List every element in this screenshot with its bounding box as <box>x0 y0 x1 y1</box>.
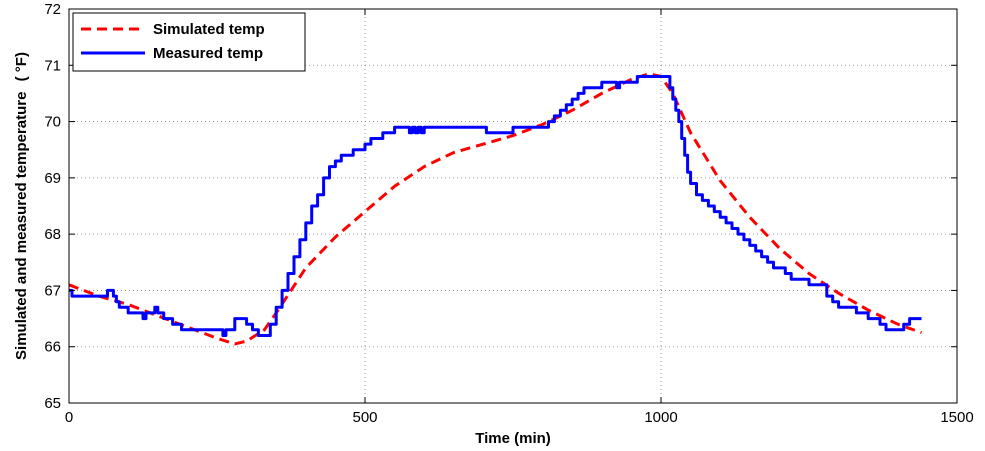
x-tick-label: 0 <box>65 409 73 426</box>
legend-label-measured: Measured temp <box>153 45 263 62</box>
legend-label-simulated: Simulated temp <box>153 21 265 38</box>
y-tick-label: 72 <box>44 1 61 18</box>
legend: Simulated temp Measured temp <box>72 12 306 72</box>
measured-temp-line <box>69 75 922 337</box>
grid-lines <box>69 9 957 403</box>
series-layer <box>68 72 923 346</box>
x-tick-label: 500 <box>352 409 377 426</box>
y-axis-label: Simulated and measured temperature ( °F) <box>13 52 30 360</box>
y-tick-label: 68 <box>44 226 61 243</box>
plot-area-frame <box>68 8 958 404</box>
y-axis-label-text: Simulated and measured temperature <box>13 92 30 360</box>
y-tick-label: 71 <box>44 57 61 74</box>
y-tick-label: 70 <box>44 114 61 131</box>
x-tick-label: 1500 <box>940 409 973 426</box>
y-tick-label: 65 <box>44 395 61 412</box>
axis-ticks: 0 500 1000 1500 65 66 67 68 69 70 71 72 <box>44 1 973 426</box>
y-tick-label: 67 <box>44 282 61 299</box>
y-tick-label: 66 <box>44 339 61 356</box>
x-axis-label: Time (min) <box>475 430 551 447</box>
legend-box <box>72 12 306 72</box>
x-tick-label: 1000 <box>644 409 677 426</box>
y-tick-label: 69 <box>44 170 61 187</box>
y-axis-label-unit: ( °F) <box>13 52 30 81</box>
simulated-temp-line <box>68 72 923 346</box>
